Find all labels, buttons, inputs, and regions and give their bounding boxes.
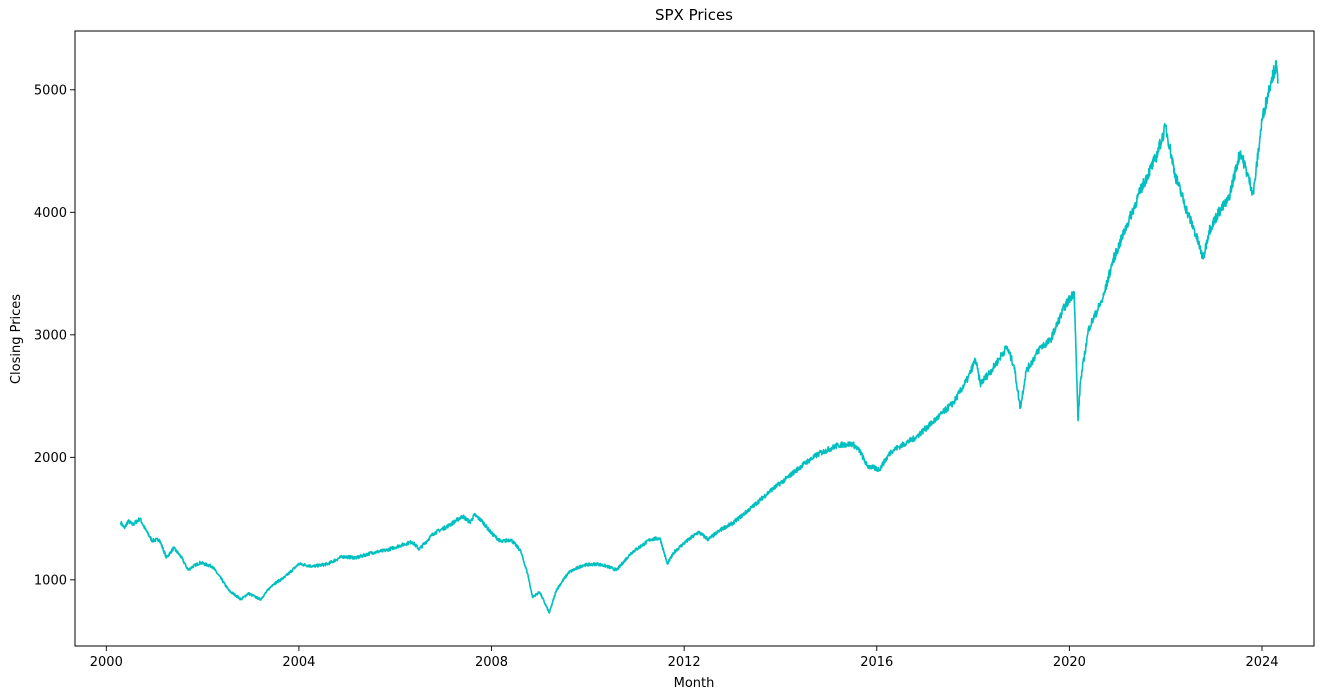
x-tick-label: 2012 (668, 655, 701, 670)
y-tick-label: 4000 (34, 206, 67, 221)
x-tick-label: 2008 (475, 655, 508, 670)
y-axis-ticks: 1000 2000 3000 4000 5000 (34, 83, 75, 588)
plot-frame (74, 30, 1315, 647)
series-line (119, 60, 1279, 614)
y-tick-label: 3000 (34, 328, 67, 343)
x-axis-label: Month (674, 676, 715, 691)
x-tick-label: 2016 (860, 655, 893, 670)
x-tick-label: 2024 (1245, 655, 1278, 670)
x-tick-label: 2000 (90, 655, 123, 670)
y-tick-label: 1000 (34, 573, 67, 588)
y-tick-label: 2000 (34, 451, 67, 466)
y-axis-label: Closing Prices (9, 294, 24, 384)
x-axis-ticks: 2000 2004 2008 2012 2016 2020 2024 (90, 646, 1279, 670)
y-tick-label: 5000 (34, 83, 67, 98)
x-tick-label: 2020 (1053, 655, 1086, 670)
chart-title: SPX Prices (655, 6, 733, 24)
x-tick-label: 2004 (282, 655, 315, 670)
